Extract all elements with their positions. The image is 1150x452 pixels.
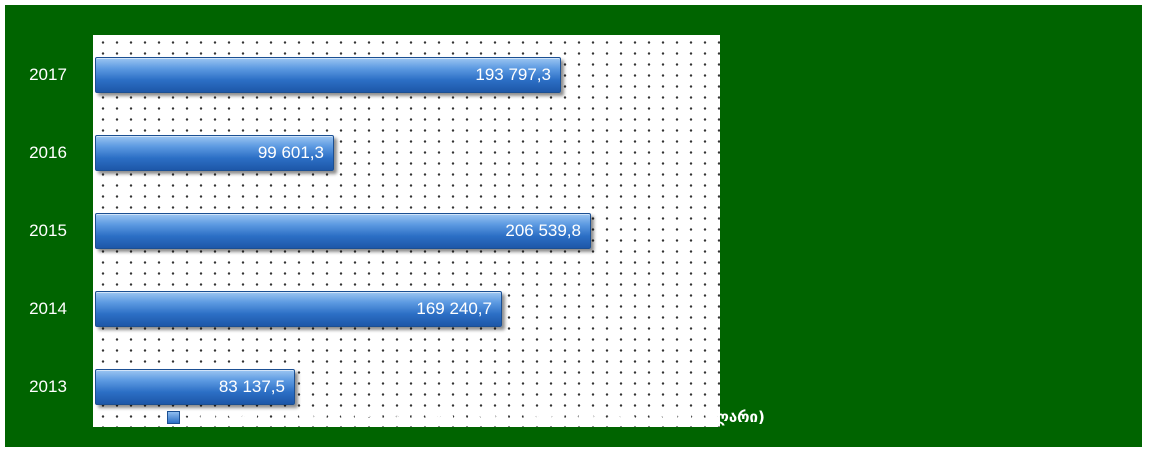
data-label: 193 797,3 (475, 65, 551, 84)
legend-swatch (167, 410, 180, 424)
y-tick-label: 2017 (29, 65, 67, 84)
legend-label: პირდაპირი უცხოური ინვესტიციები აჭარის რე… (183, 408, 765, 426)
bar (95, 213, 591, 249)
y-tick-label: 2016 (29, 143, 67, 162)
bar (95, 369, 295, 405)
bar (95, 135, 334, 171)
bar (95, 57, 561, 93)
y-tick-label: 2013 (29, 377, 67, 396)
bar (95, 291, 502, 327)
data-label: 169 240,7 (416, 299, 492, 318)
y-tick-label: 2014 (29, 299, 67, 318)
legend: პირდაპირი უცხოური ინვესტიციები აჭარის რე… (167, 406, 765, 428)
data-label: 99 601,3 (257, 143, 324, 162)
y-tick-label: 2015 (29, 221, 67, 240)
chart-container: პირდაპირი უცხოური ინვესტიციები აჭარის რე… (5, 5, 1142, 447)
data-label: 83 137,5 (218, 377, 285, 396)
data-label: 206 539,8 (505, 221, 581, 240)
